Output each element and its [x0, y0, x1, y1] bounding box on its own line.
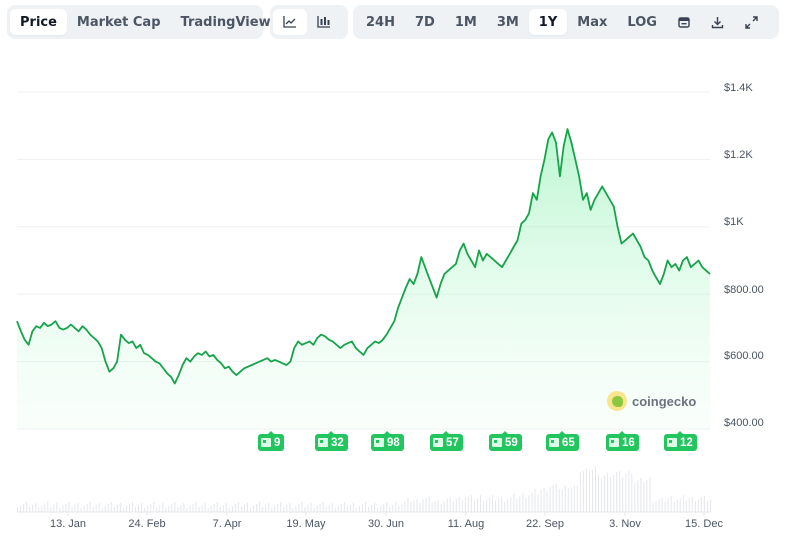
news-count: 32	[331, 436, 344, 449]
y-tick-label: $400.00	[724, 417, 764, 429]
news-marker[interactable]: 59	[489, 431, 522, 451]
newspaper-icon	[492, 438, 502, 447]
news-marker[interactable]: 12	[664, 431, 697, 451]
volume-bars	[17, 466, 711, 512]
news-marker[interactable]: 9	[258, 431, 285, 451]
download-icon	[712, 16, 724, 28]
expand-icon	[745, 15, 759, 29]
news-count: 16	[622, 436, 635, 449]
chart-type-group	[270, 5, 348, 39]
news-count: 65	[562, 436, 575, 449]
x-tick-label: 3. Nov	[609, 518, 641, 530]
newspaper-icon	[374, 438, 384, 447]
news-marker[interactable]: 32	[315, 431, 348, 451]
log-toggle[interactable]: LOG	[627, 14, 657, 30]
news-marker[interactable]: 98	[371, 431, 404, 451]
news-count: 98	[387, 436, 400, 449]
y-tick-label: $1.4K	[724, 82, 753, 94]
news-marker[interactable]: 16	[606, 431, 639, 451]
range-group: 24H 7D 1M 3M 1Y Max LOG	[353, 5, 779, 39]
range-1y[interactable]: 1Y	[528, 9, 568, 35]
news-count: 57	[446, 436, 459, 449]
range-1m[interactable]: 1M	[454, 14, 477, 30]
x-tick-label: 19. May	[286, 518, 326, 530]
line-chart-icon	[283, 16, 296, 28]
calendar-button[interactable]	[667, 9, 701, 35]
x-tick-label: 7. Apr	[212, 518, 242, 530]
x-tick-label: 13. Jan	[49, 518, 87, 530]
tab-price[interactable]: Price	[10, 9, 67, 35]
tab-market-cap[interactable]: Market Cap	[76, 14, 161, 30]
newspaper-icon	[549, 438, 559, 447]
candlestick-chart-button[interactable]	[307, 9, 341, 35]
watermark-text: coingecko	[632, 393, 697, 409]
x-tick-label: 22. Sep	[526, 518, 564, 530]
x-tick-label: 24. Feb	[128, 518, 166, 530]
view-tab-group: Price Market Cap TradingView	[7, 5, 271, 39]
newspaper-icon	[667, 438, 677, 447]
line-chart-button[interactable]	[273, 9, 307, 35]
x-tick-label: 15. Dec	[685, 518, 723, 530]
newspaper-icon	[433, 438, 443, 447]
news-count: 59	[505, 436, 518, 449]
coingecko-watermark: coingecko	[607, 391, 696, 411]
news-marker[interactable]: 57	[430, 431, 463, 451]
news-count: 9	[274, 436, 281, 449]
newspaper-icon	[609, 438, 619, 447]
chart-toolbar: Price Market Cap TradingView 24H 7D 1M 3…	[7, 5, 779, 39]
calendar-icon	[678, 17, 690, 28]
range-24h[interactable]: 24H	[366, 14, 395, 30]
y-tick-label: $1K	[724, 216, 744, 228]
newspaper-icon	[318, 438, 328, 447]
y-tick-label: $600.00	[724, 350, 764, 362]
range-3m[interactable]: 3M	[496, 14, 519, 30]
x-tick-label: 11. Aug	[447, 518, 485, 530]
x-tick-label: 30. Jun	[367, 518, 405, 530]
y-tick-label: $800.00	[724, 284, 764, 296]
coingecko-logo-icon	[607, 391, 627, 411]
y-tick-label: $1.2K	[724, 149, 753, 161]
newspaper-icon	[261, 438, 271, 447]
tab-tradingview[interactable]: TradingView	[180, 14, 271, 30]
price-line[interactable]	[16, 128, 711, 385]
x-axis-ticks	[67, 512, 705, 516]
candlestick-chart-icon	[317, 16, 330, 28]
price-area-fill	[17, 129, 710, 429]
download-button[interactable]	[701, 9, 735, 35]
range-max[interactable]: Max	[577, 14, 608, 30]
range-7d[interactable]: 7D	[414, 14, 435, 30]
news-marker[interactable]: 65	[546, 431, 579, 451]
news-count: 12	[680, 436, 693, 449]
fullscreen-button[interactable]	[735, 9, 769, 35]
